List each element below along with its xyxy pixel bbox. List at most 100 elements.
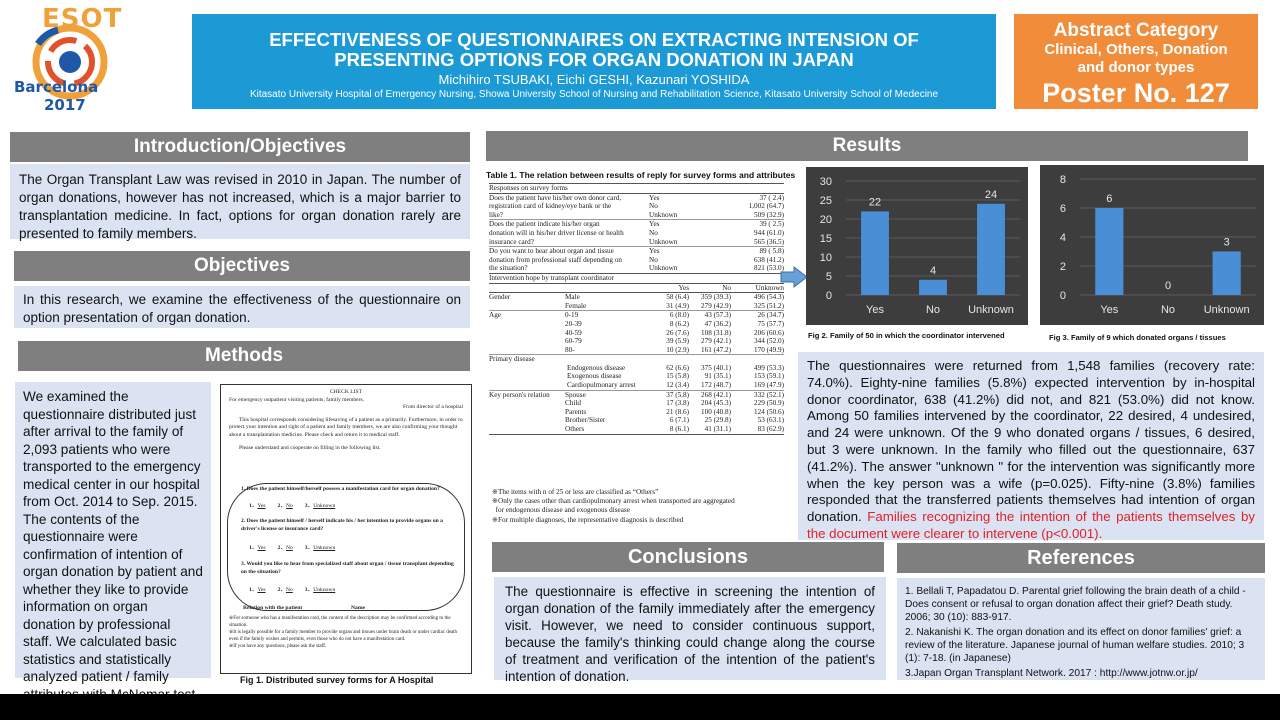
authors: Michihiro TSUBAKI, Eichi GESHI, Kazunari… [438, 72, 750, 87]
cell-value: 172 (48.7) [701, 381, 731, 390]
table-row: 80- 10 (2.9) 161 (47.2) 170 (49.9) [489, 346, 784, 355]
cell-value: 53 (63.1) [757, 416, 784, 425]
data-label: 4 [930, 265, 936, 277]
y-tick-label: 0 [826, 290, 832, 302]
abstract-category-box: Abstract Category Clinical, Others, Dona… [1014, 14, 1258, 109]
table-notes: ※The items with n of 25 or less are clas… [492, 488, 735, 525]
reference-item: 2. Nakanishi K. The organ donation and i… [905, 627, 1245, 664]
form-title: CHECK LIST [329, 389, 363, 395]
intro-text: The Organ Transplant Law was revised in … [10, 164, 470, 241]
answer-value: 1,002 (64.7) [748, 202, 784, 211]
form-paragraph-2: Please understand and cooperate on filli… [239, 444, 381, 451]
table-row: Child 17 (3.8) 204 (45.3) 229 (50.9) [489, 399, 784, 408]
cell-value: 375 (40.1) [701, 363, 731, 372]
form-greeting: For emergency outpatient visiting patien… [229, 396, 365, 403]
table-row: registration card of kidney/eye bank or … [489, 202, 784, 211]
answer-value: 509 (32.9) [754, 210, 784, 219]
answer-value: 944 (61.0) [754, 228, 784, 237]
answer-label: No [649, 202, 658, 211]
table-note: ※The items with n of 25 or less are clas… [492, 488, 659, 496]
row-label: Exogenous disease [567, 372, 622, 381]
cell-value: 37 (5.8) [666, 390, 689, 399]
reference-item: 1. Bellali T, Papadatou D. Parental grie… [905, 586, 1246, 623]
row-label: Spouse [565, 390, 586, 399]
cell-value: 91 (35.1) [704, 372, 731, 381]
table-section-header: Intervention hope by transplant coordina… [489, 272, 784, 283]
table-row: Does the patient have his/her own donor … [489, 194, 784, 203]
results-heading: Results [486, 131, 1248, 161]
group-name: Gender [489, 293, 511, 302]
y-tick-label: 30 [820, 176, 832, 188]
cell-value: 41 (31.1) [704, 425, 731, 434]
form-options-1: 1．Yes 2．No 3．Unknown [249, 503, 335, 511]
group-name: Key person's relation [489, 390, 550, 399]
option-no: No [285, 545, 293, 551]
answer-label: Unknown [649, 264, 678, 273]
cell-value: 31 (4.9) [666, 301, 689, 310]
question-text: like? [489, 210, 503, 219]
cell-value: 359 (39.3) [701, 293, 731, 302]
cell-value: 17 (3.8) [666, 399, 689, 408]
group-name: Age [489, 311, 501, 320]
form-options-2: 1．Yes 2．No 3．Unknown [249, 545, 335, 553]
cell-value: 26 (7.6) [666, 328, 689, 337]
option-no: No [285, 503, 293, 509]
form-question-1: 1. Does the patient himself/herself poss… [241, 486, 440, 492]
y-tick-label: 25 [820, 195, 832, 207]
row-label: Male [565, 293, 580, 302]
y-tick-label: 5 [826, 271, 832, 283]
cell-value: 43 (57.3) [704, 311, 731, 320]
cell-value: 83 (62.9) [757, 425, 784, 434]
row-label: 20-39 [565, 319, 582, 328]
option-number: 1． [249, 545, 258, 551]
question-text: registration card of kidney/eye bank or … [489, 202, 612, 211]
table-row: donation from professional staff dependi… [489, 256, 784, 265]
y-tick-label: 15 [820, 233, 832, 245]
y-tick-label: 2 [1060, 261, 1066, 273]
answer-value: 821 (53.0) [754, 264, 784, 273]
form-paragraph-1: This hospital corresponds considering li… [229, 416, 463, 438]
table-row: Parents 21 (8.6) 100 (40.8) 124 (50.6) [489, 408, 784, 417]
bar [1095, 208, 1124, 295]
table-row: Female 31 (4.9) 279 (42.9) 325 (51.2) [489, 302, 784, 311]
results-text: The questionnaires were returned from 1,… [798, 352, 1264, 541]
y-tick-label: 20 [820, 214, 832, 226]
data-label: 0 [1165, 280, 1171, 292]
bar [861, 211, 889, 295]
row-label: Cardiopulmonary arrest [567, 381, 636, 390]
table-row: donation will in his/her driver license … [489, 229, 784, 238]
table-row: 40-59 26 (7.6) 108 (31.8) 206 (60.6) [489, 329, 784, 338]
answer-label: Yes [649, 247, 660, 256]
form-notes: ※For someone who has a manifestation car… [229, 615, 465, 650]
option-number: 1． [249, 587, 258, 593]
results-highlight: Families recognizing the intention of th… [807, 509, 1255, 541]
answer-label: Unknown [649, 210, 678, 219]
title-banner: EFFECTIVENESS OF QUESTIONNAIRES ON EXTRA… [192, 14, 996, 109]
methods-text: We examined the questionnaire distribute… [15, 382, 211, 719]
table-row: Gender Male 58 (6.4) 359 (39.3) 496 (54.3) [489, 293, 784, 302]
bar [1212, 251, 1241, 295]
option-number: 2． [277, 503, 286, 509]
table-row: Key person's relation Spouse 37 (5.8) 268 (… [489, 389, 784, 400]
data-label: 6 [1106, 193, 1112, 205]
cell-value: 204 (45.3) [701, 399, 731, 408]
category-line2: and donor types [1077, 59, 1195, 76]
x-tick-label: Unknown [968, 304, 1014, 316]
table-column-headers: Yes No Unknown [489, 282, 784, 293]
logo-city: Barcelona [14, 78, 99, 96]
table-row: 20-39 8 (6.2) 47 (36.2) 75 (57.7) [489, 320, 784, 329]
table-row: insurance card? Unknown 565 (36.5) [489, 238, 784, 248]
cell-value: 344 (52.0) [754, 337, 784, 346]
option-unknown: Unknown [313, 545, 336, 551]
row-label: Endogenous disease [567, 363, 626, 372]
answer-value: 89 ( 5.8) [759, 247, 784, 256]
table-section-header: Responses on survey forms [489, 183, 784, 193]
col-no: No [722, 283, 731, 292]
option-number: 3． [304, 545, 314, 551]
cell-value: 206 (60.6) [754, 328, 784, 337]
cell-value: 8 (6.2) [669, 319, 689, 328]
answer-label: Yes [649, 220, 660, 229]
question-rows: Does the patient have his/her own donor … [489, 192, 784, 273]
row-label: Brother/Sister [565, 416, 606, 425]
x-tick-label: Unknown [1204, 304, 1250, 316]
